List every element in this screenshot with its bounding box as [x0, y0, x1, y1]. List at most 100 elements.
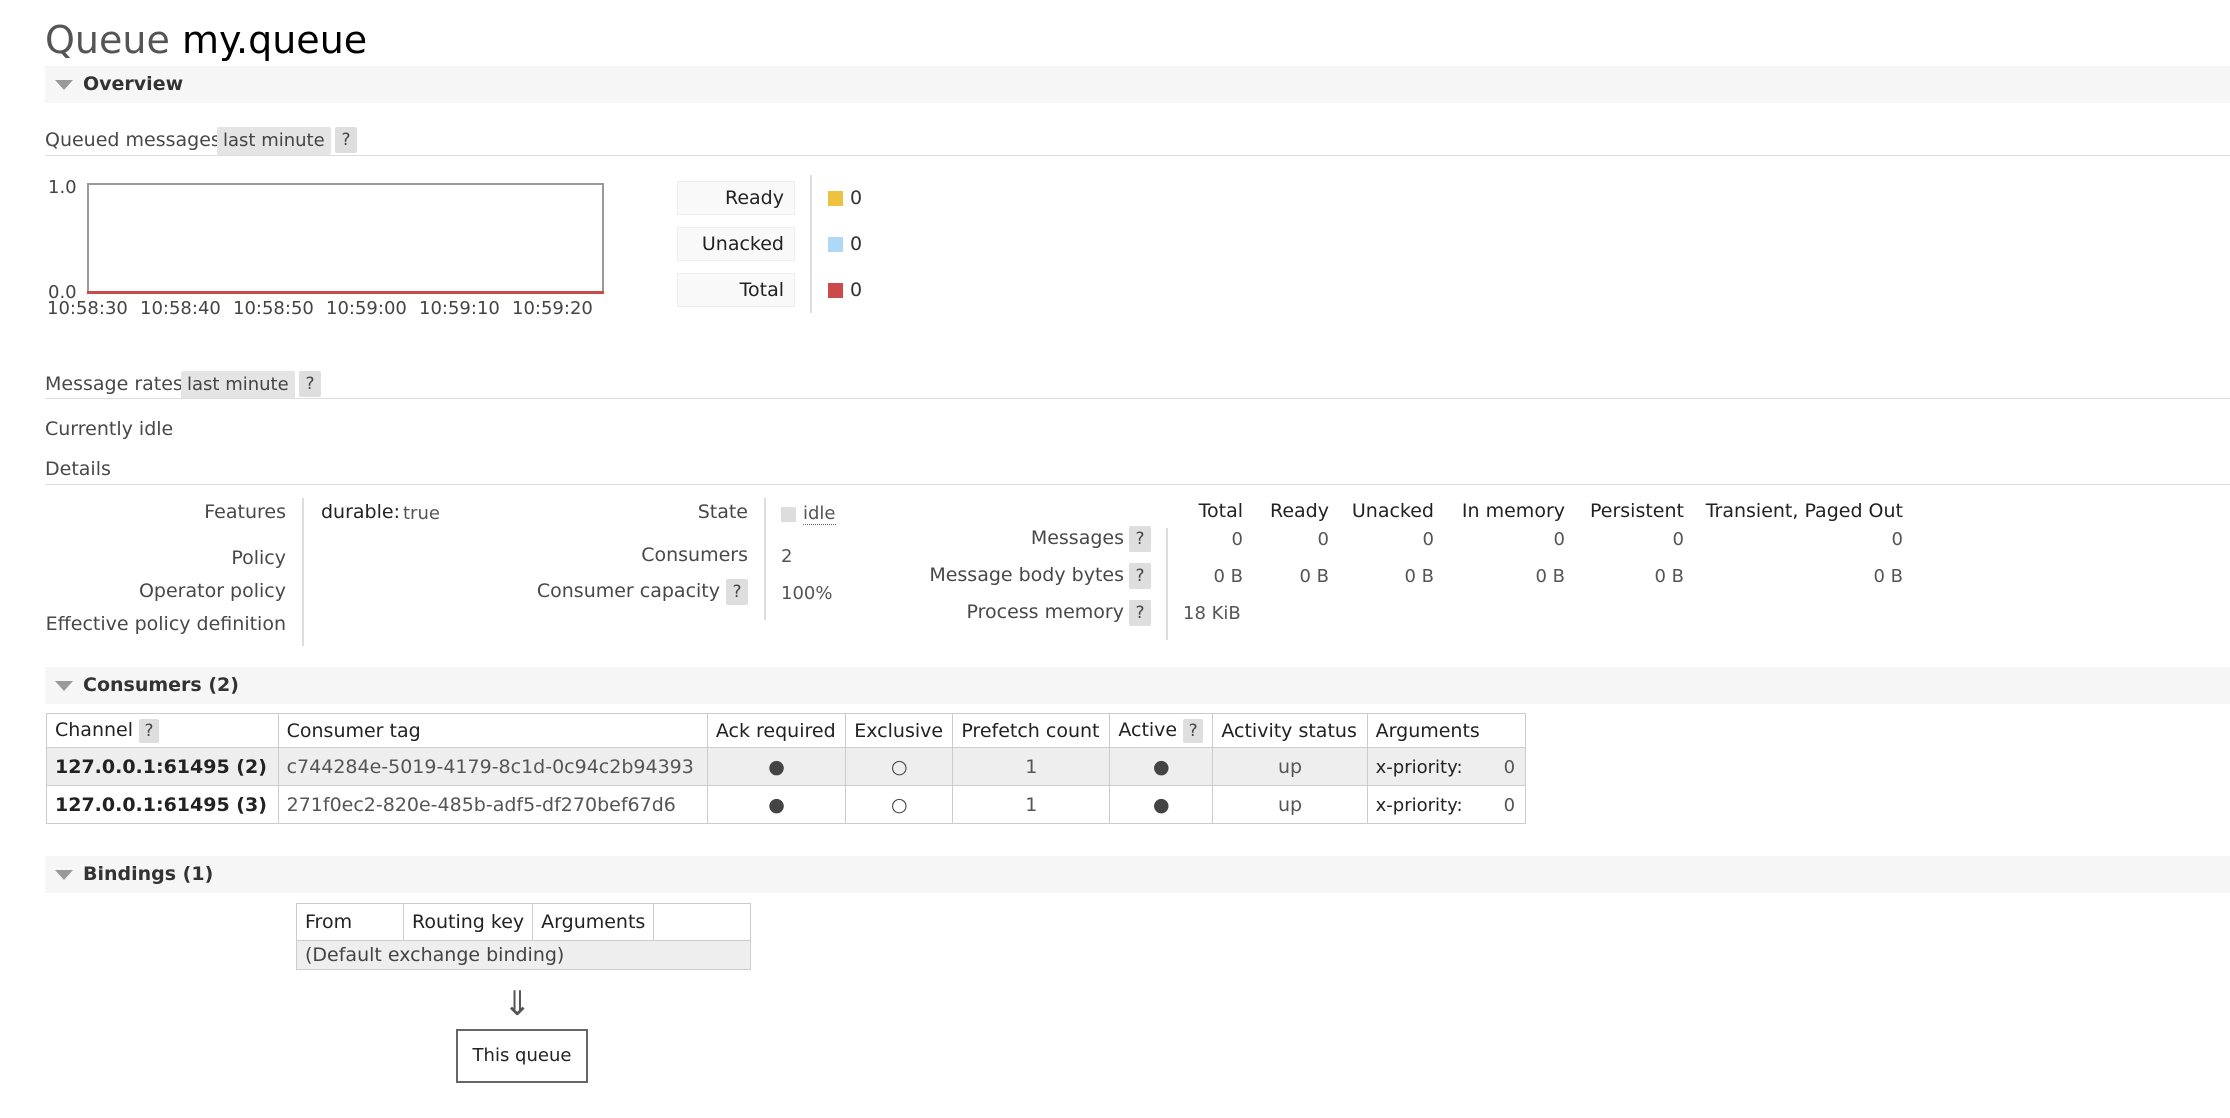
overview-section-header[interactable]: Overview — [45, 66, 2230, 103]
activity-status: up — [1212, 747, 1368, 786]
legend-unacked-button[interactable]: Unacked — [677, 227, 795, 261]
body-bytes-value: 0 B — [1404, 566, 1434, 587]
channel-link[interactable]: 127.0.0.1:61495 (3) — [46, 785, 279, 824]
argument-key: x-priority: — [1375, 756, 1463, 778]
messages-value: 0 — [1672, 529, 1684, 550]
state-label: State — [697, 501, 748, 523]
legend-total-swatch — [828, 283, 843, 298]
argument-key: x-priority: — [1375, 794, 1463, 816]
rates-range-button[interactable]: last minute — [181, 371, 295, 399]
x-tick-label: 10:58:50 — [233, 298, 314, 319]
queued-messages-label: Queued messages — [45, 129, 221, 151]
col-activity-status: Activity status — [1212, 713, 1368, 748]
exclusive-indicator: ○ — [845, 747, 954, 786]
argument-value: 0 — [1503, 794, 1516, 816]
messages-value: 0 — [1422, 529, 1434, 550]
body-bytes-value: 0 B — [1654, 566, 1684, 587]
exclusive-indicator: ○ — [845, 785, 954, 824]
rates-help-button[interactable]: ? — [299, 371, 321, 397]
details-label: Details — [45, 458, 111, 480]
collapse-triangle-icon[interactable] — [55, 870, 73, 880]
legend-total-value: 0 — [850, 279, 863, 301]
details-divider-3 — [1166, 528, 1168, 640]
body-bytes-value: 0 B — [1535, 566, 1565, 587]
messages-value: 0 — [1553, 529, 1565, 550]
col-exclusive: Exclusive — [845, 713, 954, 748]
bindings-table: From Routing key Arguments (Default exch… — [296, 903, 751, 970]
features-key: durable: — [321, 501, 400, 523]
legend-total-button[interactable]: Total — [677, 273, 795, 307]
active-indicator: ● — [1109, 747, 1214, 786]
message-count-column-header: Ready — [1270, 500, 1329, 522]
x-tick-label: 10:59:20 — [512, 298, 593, 319]
active-help-button[interactable]: ? — [1183, 718, 1204, 743]
consumer-arguments: x-priority: 0 — [1366, 747, 1527, 786]
col-prefetch-count: Prefetch count — [952, 713, 1111, 748]
consumer-arguments: x-priority: 0 — [1366, 785, 1527, 824]
consumers-section-title: Consumers (2) — [83, 674, 239, 696]
col-active: Active ? — [1109, 713, 1214, 748]
capacity-help-button[interactable]: ? — [726, 579, 748, 605]
messages-row-label: Messages — [1030, 527, 1124, 549]
consumer-tag: c744284e-5019-4179-8c1d-0c94c2b94393 — [277, 747, 708, 786]
prefetch-count: 1 — [952, 785, 1111, 824]
channel-help-button[interactable]: ? — [139, 718, 160, 743]
table-header-row: Channel ? Consumer tag Ack required Excl… — [46, 713, 1527, 748]
queued-divider — [45, 155, 2230, 156]
this-queue-box: This queue — [456, 1029, 588, 1083]
features-value: true — [403, 503, 440, 524]
legend-unacked-value: 0 — [850, 233, 863, 255]
legend-ready-button[interactable]: Ready — [677, 181, 795, 215]
body-bytes-help-button[interactable]: ? — [1129, 563, 1151, 589]
activity-status: up — [1212, 785, 1368, 824]
body-bytes-value: 0 B — [1299, 566, 1329, 587]
details-divider — [45, 484, 2230, 485]
channel-link[interactable]: 127.0.0.1:61495 (2) — [46, 747, 279, 786]
chart-plot-area — [87, 183, 604, 293]
queued-help-button[interactable]: ? — [335, 127, 357, 153]
message-count-column-header: Persistent — [1590, 500, 1684, 522]
col-channel: Channel ? — [46, 713, 279, 748]
x-tick-label: 10:59:00 — [326, 298, 407, 319]
consumers-label: Consumers — [641, 544, 748, 566]
col-active-label: Active — [1118, 718, 1178, 741]
bindings-section-header[interactable]: Bindings (1) — [45, 856, 2230, 893]
x-tick-label: 10:59:10 — [419, 298, 500, 319]
col-from: From — [296, 903, 404, 941]
default-exchange-binding: (Default exchange binding) — [296, 940, 751, 970]
body-bytes-value: 0 B — [1873, 566, 1903, 587]
state-value: idle — [803, 503, 836, 525]
consumers-section-header[interactable]: Consumers (2) — [45, 667, 2230, 704]
table-row: 127.0.0.1:61495 (2) c744284e-5019-4179-8c… — [46, 747, 1527, 786]
message-count-column-header: Transient, Paged Out — [1705, 500, 1903, 522]
col-actions — [653, 903, 751, 941]
legend-ready-swatch — [828, 191, 843, 206]
messages-help-button[interactable]: ? — [1129, 526, 1151, 552]
x-tick-label: 10:58:30 — [47, 298, 128, 319]
page-title: Queue my.queue — [45, 18, 367, 62]
rates-divider — [45, 398, 2230, 399]
col-channel-label: Channel — [55, 718, 134, 741]
messages-value: 0 — [1317, 529, 1329, 550]
queued-range-button[interactable]: last minute — [217, 127, 331, 155]
active-indicator: ● — [1109, 785, 1214, 824]
col-arguments: Arguments — [532, 903, 655, 941]
process-memory-help-button[interactable]: ? — [1129, 600, 1151, 626]
message-rates-label: Message rates — [45, 373, 183, 395]
col-consumer-tag: Consumer tag — [277, 713, 708, 748]
overview-section-title: Overview — [83, 73, 184, 95]
collapse-triangle-icon[interactable] — [55, 80, 73, 90]
message-count-column-header: Unacked — [1351, 500, 1434, 522]
ack-required-indicator: ● — [706, 785, 847, 824]
prefetch-count: 1 — [952, 747, 1111, 786]
argument-value: 0 — [1503, 756, 1516, 778]
bindings-section-title: Bindings (1) — [83, 863, 214, 885]
consumer-tag: 271f0ec2-820e-485b-adf5-df270bef67d6 — [277, 785, 708, 824]
state-idle-indicator-icon — [781, 507, 796, 522]
collapse-triangle-icon[interactable] — [55, 681, 73, 691]
details-divider-2 — [764, 498, 766, 620]
chart-series-line — [87, 291, 604, 294]
process-memory-label: Process memory — [966, 601, 1124, 623]
body-bytes-row-label: Message body bytes — [929, 564, 1124, 586]
legend-ready-value: 0 — [850, 187, 863, 209]
